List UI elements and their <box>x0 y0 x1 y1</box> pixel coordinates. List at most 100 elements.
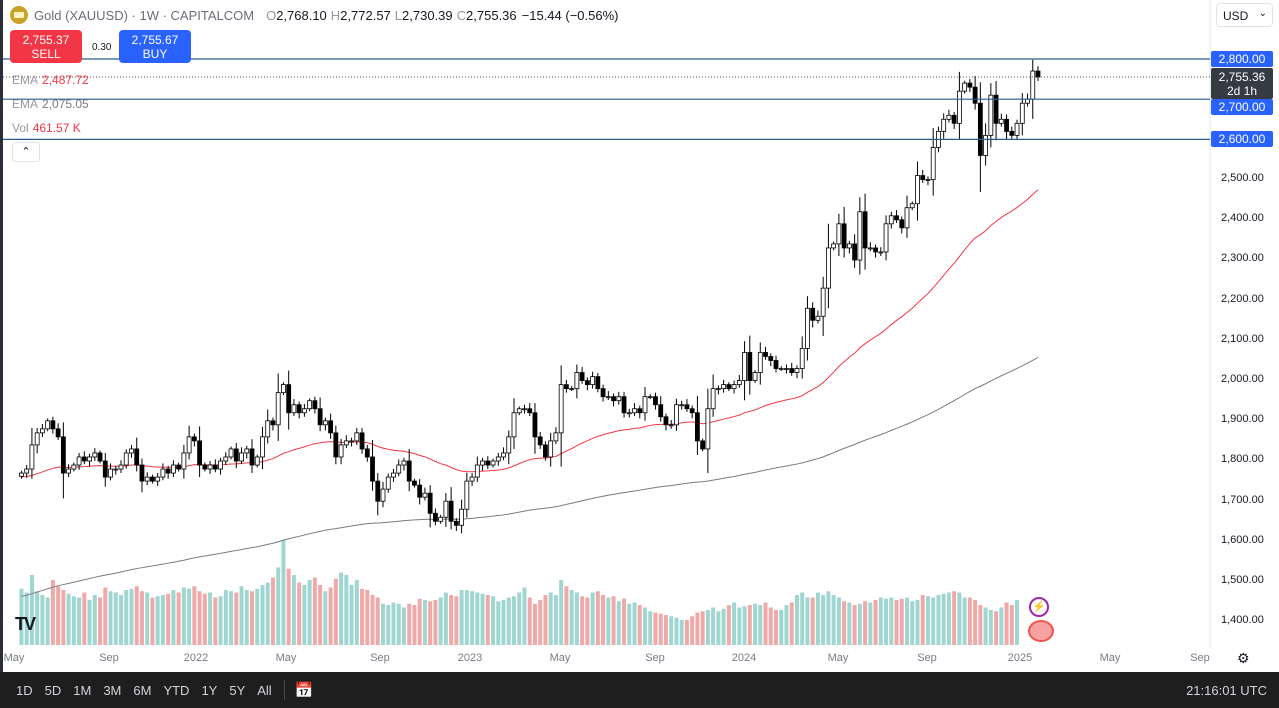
candle-down <box>191 436 197 442</box>
utc-clock[interactable]: 21:16:01 UTC <box>1186 683 1267 698</box>
candle-up <box>380 488 386 502</box>
candle-up <box>574 372 580 390</box>
candle-up <box>464 480 470 510</box>
volume-bar <box>197 591 202 645</box>
range-button-1m[interactable]: 1M <box>73 682 92 698</box>
range-button-ytd[interactable]: YTD <box>163 682 190 698</box>
time-tick: May <box>549 652 571 664</box>
candle-down <box>1035 70 1041 78</box>
candle-up <box>307 400 313 410</box>
volume-bar <box>45 597 50 645</box>
collapse-legend-button[interactable]: ⌃ <box>12 142 40 162</box>
candle-down <box>453 520 459 526</box>
time-tick: 2023 <box>457 652 483 664</box>
candle-down <box>249 448 255 466</box>
lightning-event-icon[interactable]: ⚡ <box>1029 597 1049 617</box>
volume-bar <box>946 592 951 645</box>
range-button-5d[interactable]: 5D <box>44 682 62 698</box>
volume-bar <box>454 596 459 645</box>
volume-bar <box>884 598 889 645</box>
volume-bar <box>119 595 123 645</box>
candle-up <box>626 412 632 415</box>
candle-up <box>516 408 522 414</box>
chevron-down-icon: ⌄ <box>1258 8 1267 19</box>
volume-bar <box>349 585 354 645</box>
volume-bar <box>139 591 144 645</box>
candle-down <box>1009 130 1015 136</box>
go-to-date-icon[interactable]: 📅 <box>294 682 314 699</box>
spread-value: 0.30 <box>92 42 112 53</box>
volume-bar <box>375 597 380 645</box>
candle-up <box>957 90 962 124</box>
candle-up <box>254 456 260 466</box>
candle-up <box>846 243 852 249</box>
candle-down <box>543 444 548 458</box>
candle-up <box>260 436 265 458</box>
volume-bar <box>873 600 878 645</box>
close-value: 2,755.36 <box>466 7 517 23</box>
candle-up <box>144 476 150 482</box>
volume-bar <box>810 597 815 645</box>
volume-bar <box>360 588 365 645</box>
candle-up <box>836 223 842 245</box>
candle-down <box>432 512 438 522</box>
range-button-all[interactable]: All <box>257 682 272 698</box>
volume-bar <box>255 588 260 645</box>
candle-up <box>207 464 213 470</box>
volume-bar <box>905 597 909 645</box>
candle-up <box>522 408 527 411</box>
buy-button[interactable]: 2,755.67 BUY <box>119 30 191 63</box>
candle-down <box>579 372 585 381</box>
hline-label-2600: 2,600.00 <box>1211 131 1273 147</box>
range-button-5y[interactable]: 5Y <box>229 682 246 698</box>
time-tick: May <box>275 652 297 664</box>
candle-up <box>867 247 873 250</box>
candle-up <box>92 452 98 458</box>
volume-bar <box>443 592 448 645</box>
candle-down <box>134 448 140 466</box>
candle-up <box>904 207 910 229</box>
volume-bar <box>648 611 653 645</box>
candle-up <box>19 472 24 477</box>
legend-ema-200[interactable]: EMA 2,075.05 <box>12 97 89 111</box>
tradingview-logo[interactable]: TV <box>15 614 36 634</box>
volume-bar <box>61 590 66 645</box>
volume-bar <box>931 597 936 645</box>
price-chart[interactable] <box>0 0 1279 672</box>
price-tick: 1,700.00 <box>1221 493 1264 506</box>
ema-200-line <box>21 357 1039 597</box>
range-button-6m[interactable]: 6M <box>133 682 152 698</box>
candle-up <box>244 448 250 454</box>
candle-down <box>212 464 218 470</box>
volume-bar <box>35 591 40 645</box>
candle-down <box>270 420 276 426</box>
candle-up <box>459 508 465 526</box>
symbol-title[interactable]: Gold (XAUUSD) · 1W · CAPITALCOM <box>34 7 255 23</box>
candle-down <box>317 408 323 426</box>
currency-select[interactable]: USD ⌄ <box>1216 3 1273 27</box>
legend-ema-50[interactable]: EMA 2,487.72 <box>12 73 89 87</box>
sell-button[interactable]: 2,755.37 SELL <box>10 30 82 63</box>
price-tick: 2,400.00 <box>1221 212 1264 225</box>
volume-bar <box>705 610 710 645</box>
gear-icon[interactable]: ⚙ <box>1237 650 1250 666</box>
range-button-1d[interactable]: 1D <box>16 682 33 698</box>
legend-volume[interactable]: Vol 461.57 K <box>12 121 81 135</box>
us-flag-event-icon[interactable] <box>1028 620 1054 642</box>
volume-bar <box>543 595 548 645</box>
volume-bar <box>29 575 34 645</box>
candle-up <box>391 472 396 478</box>
volume-bar <box>339 572 344 645</box>
candle-up <box>443 500 449 518</box>
candle-up <box>605 396 611 399</box>
volume-bar <box>669 616 674 645</box>
candle-down <box>485 460 491 466</box>
range-button-1y[interactable]: 1Y <box>201 682 218 698</box>
volume-bar <box>564 586 569 645</box>
candle-up <box>129 448 134 454</box>
range-button-3m[interactable]: 3M <box>103 682 122 698</box>
volume-bar <box>50 580 55 645</box>
gold-logo-icon <box>10 6 28 24</box>
volume-bar <box>250 591 254 645</box>
candle-down <box>417 484 423 498</box>
